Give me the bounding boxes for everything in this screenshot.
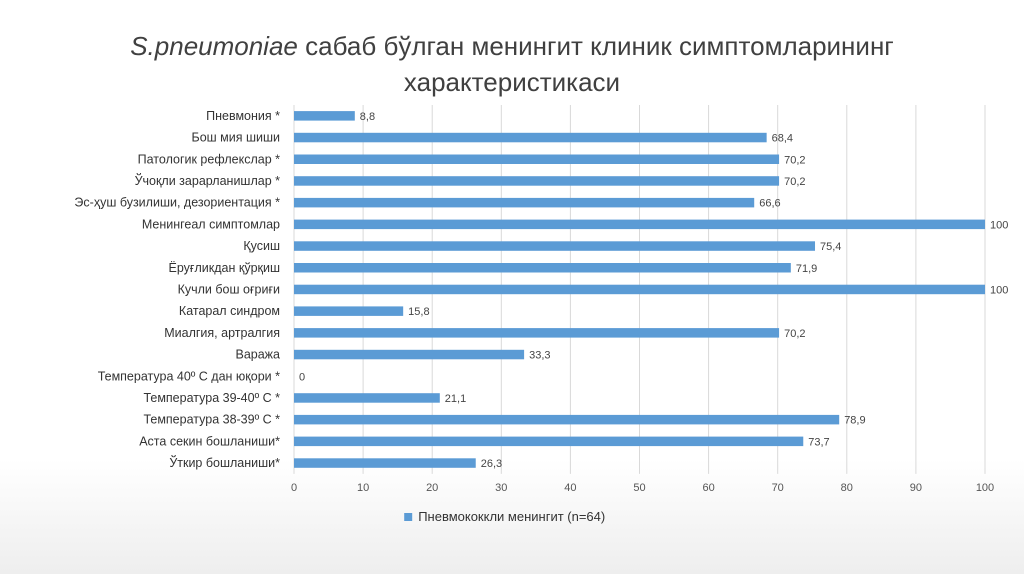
category-label: Қусиш [243, 239, 280, 253]
chart-title: S.pneumoniae сабаб бўлган менингит клини… [0, 28, 1024, 100]
bar [294, 306, 404, 316]
category-label: Температура 40º С дан юқори * [98, 369, 280, 383]
data-label: 70,2 [784, 176, 805, 188]
category-label: Бош мия шиши [192, 131, 281, 145]
data-label: 15,8 [408, 306, 429, 318]
data-label: 68,4 [772, 133, 793, 145]
category-label: Катарал синдром [179, 304, 280, 318]
x-tick-label: 80 [841, 482, 853, 494]
category-label: Ўткир бошланиши* [169, 455, 280, 470]
category-label: Ўчоқли зарарланишлар * [135, 173, 281, 188]
data-label: 33,3 [529, 350, 550, 362]
data-label: 66,6 [759, 198, 780, 210]
x-tick-label: 60 [702, 482, 714, 494]
title-line-1: S.pneumoniae сабаб бўлган менингит клини… [0, 28, 1024, 64]
bar [294, 328, 780, 338]
category-label: Ёруғликдан қўрқиш [169, 261, 280, 275]
title-line-2: характеристикаси [403, 67, 621, 97]
x-tick-label: 70 [772, 482, 784, 494]
bar [294, 414, 840, 425]
bar [294, 263, 791, 273]
category-label: Ваража [235, 348, 280, 362]
bar [294, 284, 985, 295]
x-tick-label: 30 [495, 482, 507, 494]
data-label: 70,2 [784, 328, 805, 340]
bar [294, 132, 767, 143]
category-label: Эс-ҳуш бузилиши, дезориентация * [74, 196, 280, 210]
data-label: 78,9 [844, 415, 865, 427]
x-tick-label: 10 [357, 482, 369, 494]
legend-swatch [404, 513, 413, 521]
x-tick-label: 50 [633, 482, 645, 494]
x-tick-label: 20 [426, 482, 438, 494]
category-label: Аста секин бошланиши* [139, 434, 280, 448]
bar [294, 436, 804, 447]
title-rest-part: сабаб бўлган менингит клиник симптомлари… [297, 31, 894, 61]
data-label: 70,2 [784, 154, 805, 166]
title-italic-part: S.pneumoniae [130, 31, 298, 61]
category-label: Менингеал симптомлар [142, 217, 280, 231]
legend-label: Пневмококкли менингит (n=64) [418, 509, 605, 524]
data-label: 21,1 [445, 393, 466, 405]
bar [294, 393, 440, 403]
x-tick-label: 40 [564, 482, 576, 494]
category-label: Кучли бош оғриғи [178, 282, 280, 296]
data-label: 71,9 [796, 263, 817, 275]
data-label: 100 [990, 219, 1008, 231]
data-label: 8,8 [360, 111, 375, 123]
bar [294, 219, 985, 230]
bar [294, 241, 816, 251]
data-label: 75,4 [820, 241, 841, 253]
x-tick-label: 90 [910, 482, 922, 494]
category-label: Температура 38-39º С * [143, 413, 280, 427]
data-label: 0 [299, 371, 305, 383]
bar [294, 349, 525, 360]
bar [294, 458, 476, 468]
x-tick-label: 100 [976, 482, 994, 494]
bar [294, 154, 780, 164]
bar [294, 111, 355, 121]
bar [294, 197, 755, 208]
bar [294, 176, 780, 186]
category-label: Температура 39-40º С * [143, 391, 280, 405]
data-label: 100 [990, 284, 1008, 296]
data-label: 73,7 [808, 436, 829, 448]
category-label: Миалгия, артралгия [164, 326, 280, 340]
x-tick-label: 0 [291, 482, 297, 494]
category-label: Патологик рефлекслар * [138, 152, 280, 166]
data-label: 26,3 [481, 458, 502, 470]
category-label: Пневмония * [206, 109, 280, 123]
